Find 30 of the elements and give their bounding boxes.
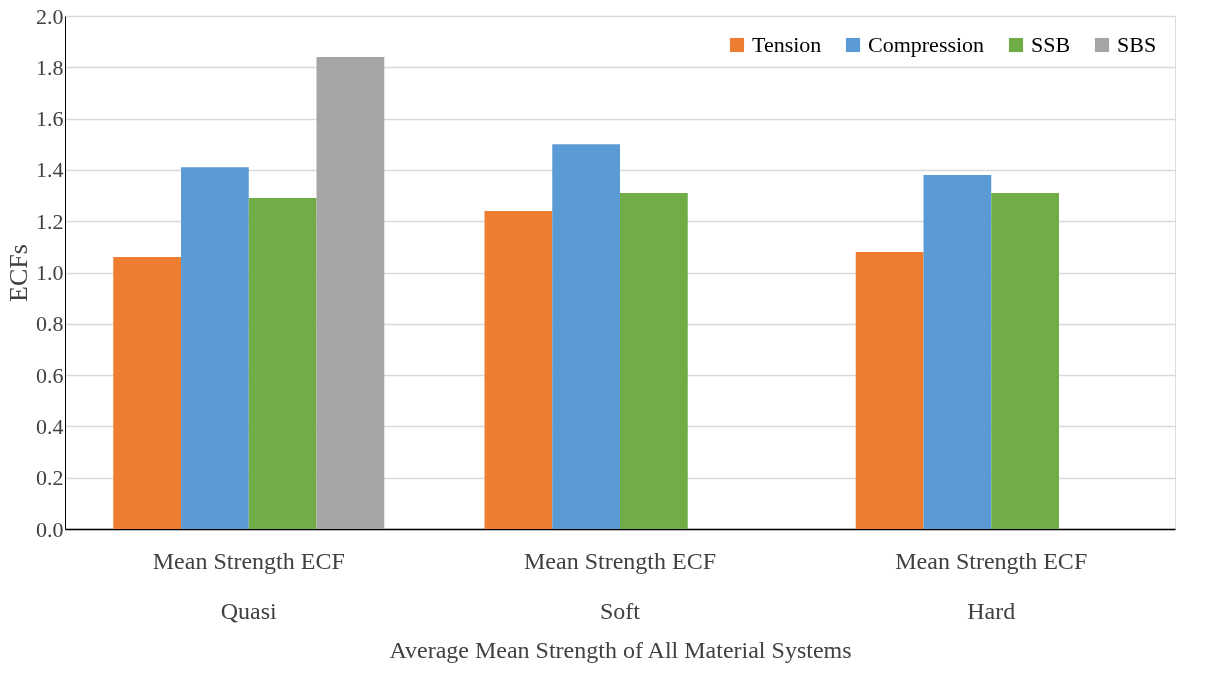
x-tick-label: Mean Strength ECF Hard (895, 547, 1088, 624)
y-tick-label: 0.0 (36, 516, 64, 542)
y-tick-label: 0.6 (36, 362, 64, 388)
x-tick-label: Mean Strength ECF Quasi (152, 547, 345, 624)
x-axis-title: Average Mean Strength of All Material Systems (389, 636, 852, 663)
y-tick-label: 1.4 (36, 157, 64, 183)
legend-label: SBS (1117, 32, 1157, 57)
legend-label: Tension (752, 32, 822, 57)
bar (113, 257, 182, 529)
y-tick-label: 0.4 (36, 413, 64, 439)
bar (923, 175, 992, 529)
y-axis-title: ECFs (4, 244, 33, 302)
bar (855, 251, 924, 529)
y-tick-label: 1.2 (36, 208, 64, 234)
bar (248, 198, 317, 529)
y-tick-label: 1.8 (36, 54, 64, 80)
x-tick-label: Mean Strength ECF Soft (524, 547, 716, 624)
bar (316, 57, 385, 529)
legend-label: SSB (1031, 32, 1071, 57)
bar (552, 144, 620, 529)
y-tick-label: 2.0 (36, 3, 64, 29)
bar (620, 192, 688, 529)
bar (484, 210, 553, 529)
y-tick-label: 1.6 (36, 106, 64, 132)
bar (991, 192, 1059, 529)
y-tick-label: 0.2 (36, 465, 64, 491)
legend-label: Compression (868, 32, 985, 57)
y-tick-label: 1.0 (36, 260, 64, 285)
y-tick-label: 0.8 (36, 311, 64, 337)
bar (181, 167, 249, 529)
